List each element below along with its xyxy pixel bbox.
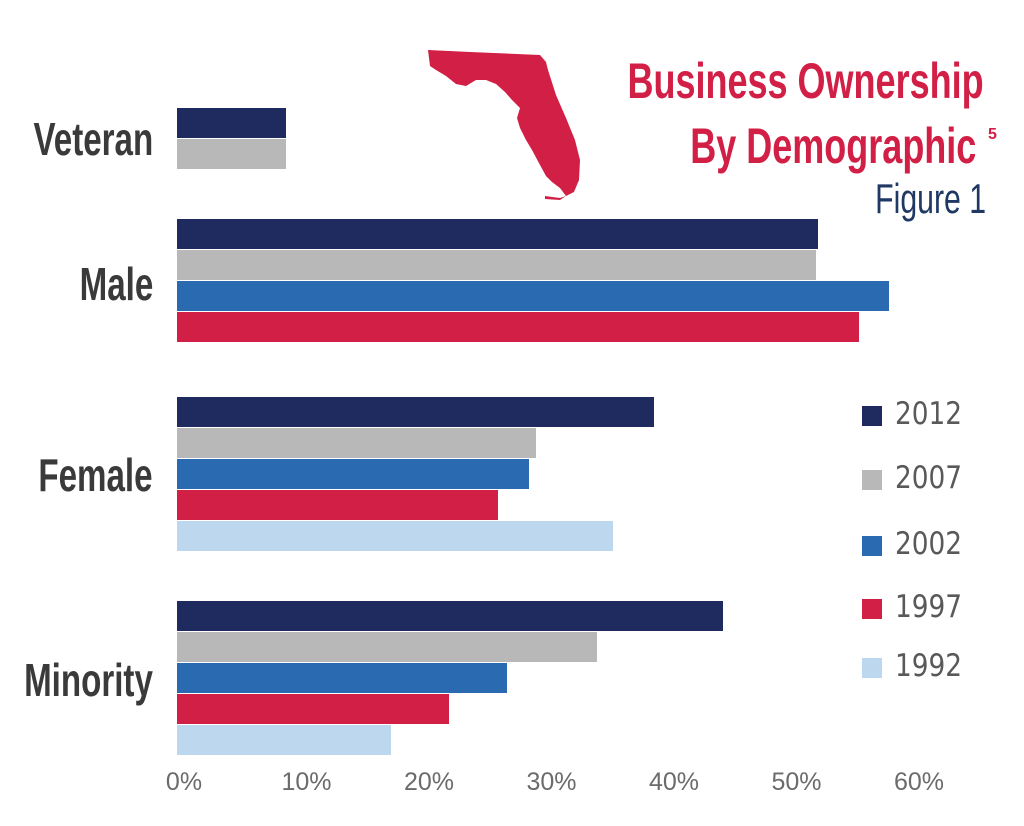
bar-male-1997 (177, 312, 860, 342)
bar-male-2012 (177, 219, 818, 249)
legend-swatch (862, 406, 882, 426)
bar-female-1992 (177, 521, 614, 551)
bar-minority-1997 (177, 694, 449, 724)
figure-label: Figure 1 (832, 175, 986, 223)
legend-label: 1997 (895, 589, 963, 625)
title-text: By Demographic (689, 118, 976, 174)
bar-veteran-2012 (177, 108, 287, 138)
bar-female-2007 (177, 428, 536, 458)
category-label-male: Male (51, 257, 153, 311)
legend-label: 2007 (895, 460, 963, 496)
bar-veteran-2007 (177, 139, 287, 169)
x-tick-label: 0% (165, 768, 203, 796)
legend-label: 2002 (895, 526, 963, 562)
bar-minority-1992 (177, 725, 392, 755)
category-text: Female (38, 449, 153, 501)
category-text: Minority (24, 654, 153, 706)
bar-minority-2002 (177, 663, 507, 693)
x-tick-label: 20% (403, 768, 455, 796)
title-superscript: 5 (988, 126, 997, 143)
bar-minority-2012 (177, 601, 724, 631)
bar-female-2002 (177, 459, 529, 489)
chart-title-line1: Business Ownership (489, 52, 984, 110)
category-label-female: Female (0, 448, 153, 502)
category-label-minority: Minority (0, 653, 153, 707)
category-text: Veteran (33, 113, 153, 165)
bar-female-1997 (177, 490, 498, 520)
bar-female-2012 (177, 397, 654, 427)
chart-title-line2: By Demographic (579, 117, 976, 175)
category-text: Male (79, 258, 153, 310)
x-tick-label: 10% (281, 768, 332, 796)
bar-male-2002 (177, 281, 889, 311)
category-label-veteran: Veteran (0, 112, 153, 166)
title-text: Business Ownership (627, 53, 984, 109)
figure-label-text: Figure 1 (875, 175, 986, 222)
x-tick-label: 40% (648, 768, 700, 796)
legend-label: 1992 (895, 648, 963, 684)
x-tick-label: 60% (893, 768, 945, 796)
x-tick-label: 50% (771, 768, 822, 796)
x-tick-label: 30% (526, 768, 577, 796)
legend-label: 2012 (895, 396, 963, 432)
legend-swatch (862, 599, 882, 619)
legend-swatch (862, 658, 882, 678)
bar-male-2007 (177, 250, 817, 280)
legend-swatch (862, 470, 882, 490)
bar-minority-2007 (177, 632, 598, 662)
legend-swatch (862, 536, 882, 556)
